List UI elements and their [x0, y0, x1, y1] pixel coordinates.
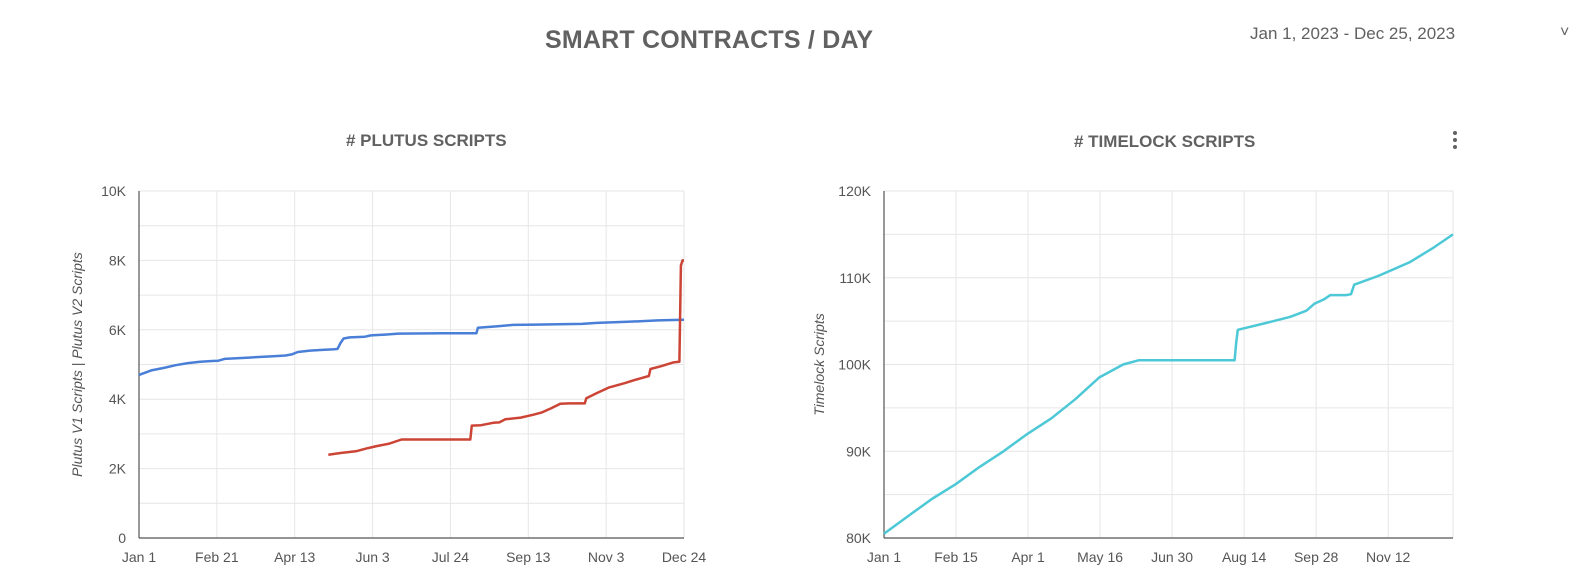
plutus-chart: 0 2K 4K 6K 8K 10K Jan 1 Feb 21 Apr 13 Jun 3 Jul 24…: [69, 183, 707, 565]
timelock-x-tick-label: Jan 1: [867, 549, 901, 565]
timelock-series-line-0: [883, 233, 1454, 535]
plutus-x-tick-label: Dec 24: [662, 549, 707, 565]
timelock-x-tick-label: Jun 30: [1151, 549, 1193, 565]
timelock-x-tick-label: Nov 12: [1366, 549, 1411, 565]
date-range-picker[interactable]: Jan 1, 2023 - Dec 25, 2023: [1250, 24, 1456, 43]
menu-dot: [1453, 138, 1457, 142]
plutus-y-tick-label: 8K: [109, 252, 127, 268]
plutus-x-tick-label: Feb 21: [195, 549, 239, 565]
timelock-y-tick-label: 90K: [846, 443, 872, 459]
more-vert-icon[interactable]: [1446, 128, 1464, 152]
plutus-series-line-0: [138, 318, 685, 377]
page-title: SMART CONTRACTS / DAY: [545, 26, 874, 54]
timelock-y-tick-label: 80K: [846, 530, 872, 546]
plutus-y-axis-label: Plutus V1 Scripts | Plutus V2 Scripts: [69, 252, 85, 477]
plutus-y-tick-label: 6K: [109, 322, 127, 338]
menu-dot: [1453, 145, 1457, 149]
plutus-x-tick-label: Jan 1: [122, 549, 156, 565]
plutus-x-tick-label: Jul 24: [432, 549, 470, 565]
plutus-x-tick-label: Sep 13: [506, 549, 551, 565]
timelock-y-axis-label: Timelock Scripts: [811, 313, 827, 416]
plutus-chart-title: # PLUTUS SCRIPTS: [346, 131, 507, 150]
timelock-y-tick-label: 110K: [839, 270, 871, 286]
timelock-x-tick-label: Aug 14: [1222, 549, 1267, 565]
timelock-x-tick-label: Apr 1: [1011, 549, 1045, 565]
timelock-y-tick-label: 120K: [838, 183, 871, 199]
chevron-down-icon[interactable]: ˅: [1560, 24, 1570, 41]
plutus-x-tick-label: Apr 13: [274, 549, 315, 565]
plutus-y-tick-label: 2K: [109, 461, 127, 477]
timelock-chart-title: # TIMELOCK SCRIPTS: [1074, 132, 1256, 151]
timelock-x-tick-label: Feb 15: [934, 549, 978, 565]
timelock-y-tick-label: 100K: [838, 357, 871, 373]
plutus-x-tick-label: Nov 3: [588, 549, 625, 565]
timelock-x-tick-label: Sep 28: [1294, 549, 1339, 565]
plutus-y-tick-label: 10K: [101, 183, 127, 199]
timelock-x-tick-label: May 16: [1077, 549, 1123, 565]
menu-dot: [1453, 131, 1457, 135]
plutus-y-tick-label: 0: [118, 530, 126, 546]
plutus-series-line-1: [328, 259, 684, 456]
plutus-x-tick-label: Jun 3: [355, 549, 389, 565]
plutus-y-tick-label: 4K: [109, 391, 127, 407]
